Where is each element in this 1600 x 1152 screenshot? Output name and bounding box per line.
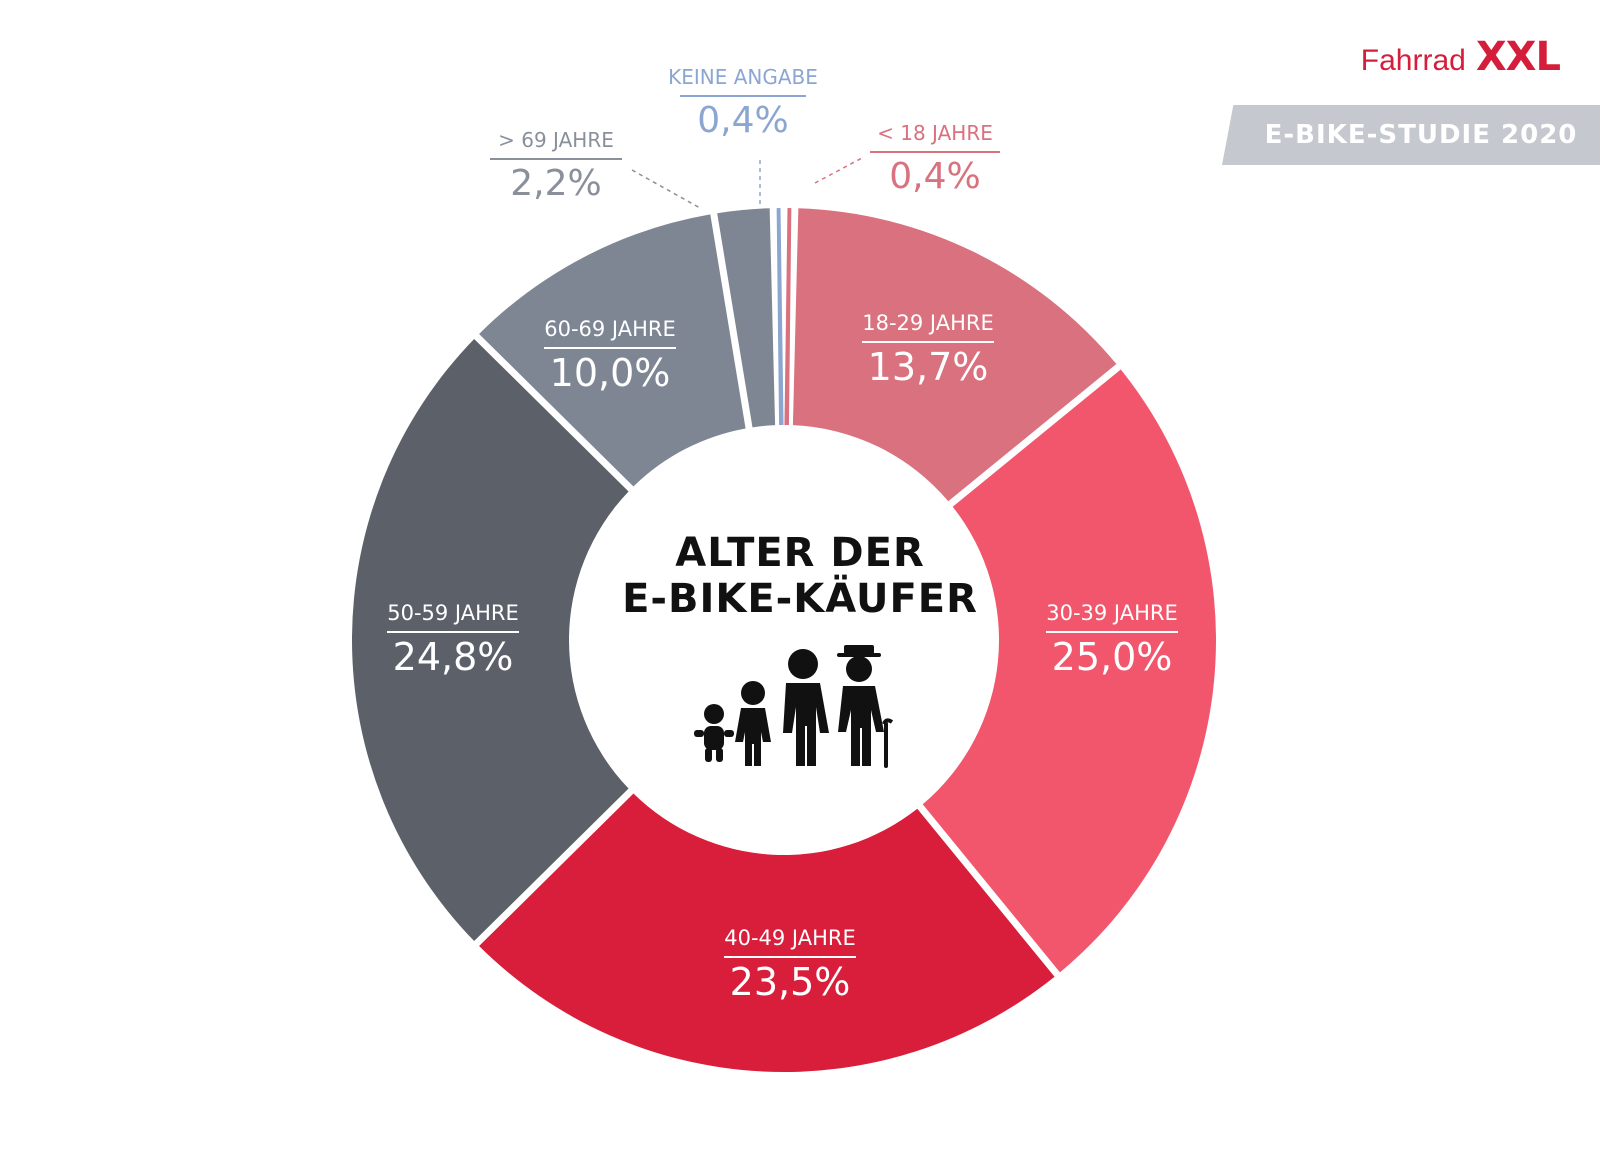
slice-label: KEINE ANGABE [668, 65, 818, 89]
slice-value: 23,5% [730, 960, 851, 1004]
slice-value: 2,2% [510, 163, 601, 204]
brand-name: Fahrrad [1360, 44, 1466, 77]
slice-50-59-jahre [352, 338, 629, 942]
slice-18-29-jahre [792, 208, 1117, 502]
slice-value: 24,8% [393, 635, 514, 679]
slice-label: 30-39 JAHRE [1046, 601, 1178, 625]
slice-label: 60-69 JAHRE [544, 317, 676, 341]
slice-40-49-jahre [479, 793, 1055, 1073]
leader-line [814, 157, 863, 184]
slice-label: < 18 JAHRE [877, 121, 993, 145]
chart-title-line2: E-BIKE-KÄUFER [622, 576, 978, 622]
brand-logo: Fahrrad XXL [1360, 34, 1561, 80]
chart-labels: < 18 JAHRE 0,4% 18-29 JAHRE 13,7% 30-39 JAHR… [387, 65, 1178, 1004]
chart-title-line1: ALTER DER [675, 530, 925, 576]
slice-value: 25,0% [1052, 635, 1173, 679]
slice-label: 40-49 JAHRE [724, 926, 856, 950]
slice-30-39-jahre [922, 369, 1216, 973]
brand-mark: XXL [1475, 34, 1561, 80]
chart-slices [352, 208, 1216, 1073]
slice-keine-angabe [776, 208, 784, 426]
slice-18-jahre [784, 208, 792, 426]
slice-value: 13,7% [868, 345, 989, 389]
chart-title: ALTER DER E-BIKE-KÄUFER [560, 530, 1040, 622]
slice-label: > 69 JAHRE [498, 128, 614, 152]
slice-value: 0,4% [697, 100, 788, 141]
slice-label: 50-59 JAHRE [387, 601, 519, 625]
slice-value: 10,0% [550, 351, 671, 395]
family-generations-icon [694, 645, 894, 768]
slice-label: 18-29 JAHRE [862, 311, 994, 335]
leader-line [631, 169, 701, 209]
study-badge: E-BIKE-STUDIE 2020 [1222, 105, 1600, 165]
slice-60-69-jahre [479, 214, 746, 487]
slice-69-jahre [717, 208, 776, 428]
slice-value: 0,4% [889, 156, 980, 197]
